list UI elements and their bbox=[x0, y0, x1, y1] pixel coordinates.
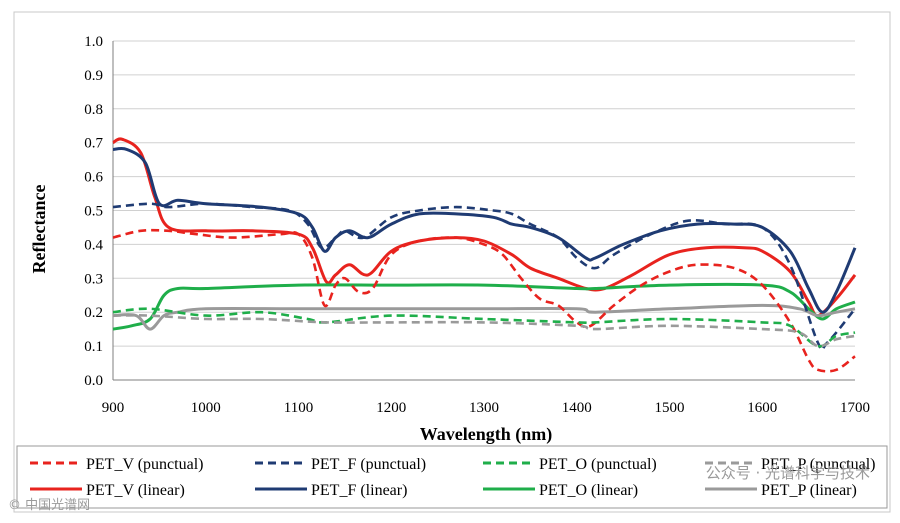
y-tick-label: 0.7 bbox=[84, 136, 103, 152]
plot-border-frame bbox=[13, 11, 891, 513]
series-line-pet-o-linear bbox=[112, 282, 856, 331]
series-layer bbox=[112, 137, 857, 373]
series-line-pet-p-linear bbox=[112, 303, 856, 331]
source-mark-text: © 中国光谱网 bbox=[8, 498, 91, 513]
x-axis-title: Wavelength (nm) bbox=[420, 424, 553, 445]
x-tick-label: 1300 bbox=[469, 400, 499, 416]
legend-label: PET_P (linear) bbox=[761, 482, 857, 499]
legend-box bbox=[16, 445, 888, 509]
series-line-pet-v-linear bbox=[112, 137, 857, 318]
legend-label: PET_F (punctual) bbox=[311, 456, 426, 473]
x-tick-label: 1000 bbox=[191, 400, 221, 416]
y-tick-label: 0.3 bbox=[84, 271, 103, 287]
legend-label: PET_O (punctual) bbox=[539, 456, 657, 473]
legend: PET_V (punctual) PET_F (punctual) PET_O (p… bbox=[30, 456, 876, 499]
axes: 0.0 0.1 0.2 0.3 0.4 0.5 0.6 0.7 0.8 0.9 1.0 900 1000… bbox=[84, 34, 870, 416]
y-tick-label: 0.5 bbox=[84, 204, 103, 220]
y-tick-label: 0.1 bbox=[84, 339, 103, 355]
legend-label: PET_F (linear) bbox=[311, 482, 407, 499]
legend-label: PET_V (punctual) bbox=[86, 456, 203, 473]
x-tick-label: 1500 bbox=[655, 400, 685, 416]
y-axis-title: Reflectance bbox=[29, 185, 49, 274]
y-tick-label: 0.8 bbox=[84, 102, 103, 118]
series-line-pet-v-punctual bbox=[112, 228, 856, 373]
y-tick-label: 0.2 bbox=[84, 305, 103, 321]
series-line-pet-o-punctual bbox=[112, 307, 856, 348]
x-tick-label: 900 bbox=[102, 400, 125, 416]
y-tick-label: 0.6 bbox=[84, 170, 103, 186]
y-tick-label: 1.0 bbox=[84, 34, 103, 50]
legend-label: PET_P (punctual) bbox=[761, 456, 876, 473]
x-tick-label: 1100 bbox=[284, 400, 313, 416]
watermark-text: 公众号 · 光谱科学与技术 bbox=[705, 464, 870, 482]
series-line-pet-f-punctual bbox=[112, 202, 857, 352]
y-tick-label: 0.9 bbox=[84, 68, 103, 84]
y-tick-label: 0.0 bbox=[84, 373, 103, 389]
y-tick-label: 0.4 bbox=[84, 237, 103, 253]
legend-label: PET_O (linear) bbox=[539, 482, 638, 499]
x-tick-label: 1600 bbox=[747, 400, 777, 416]
x-tick-label: 1400 bbox=[562, 400, 592, 416]
x-tick-label: 1700 bbox=[840, 400, 870, 416]
legend-label: PET_V (linear) bbox=[86, 482, 185, 499]
series-line-pet-p-punctual bbox=[112, 314, 856, 348]
x-tick-label: 1200 bbox=[376, 400, 406, 416]
